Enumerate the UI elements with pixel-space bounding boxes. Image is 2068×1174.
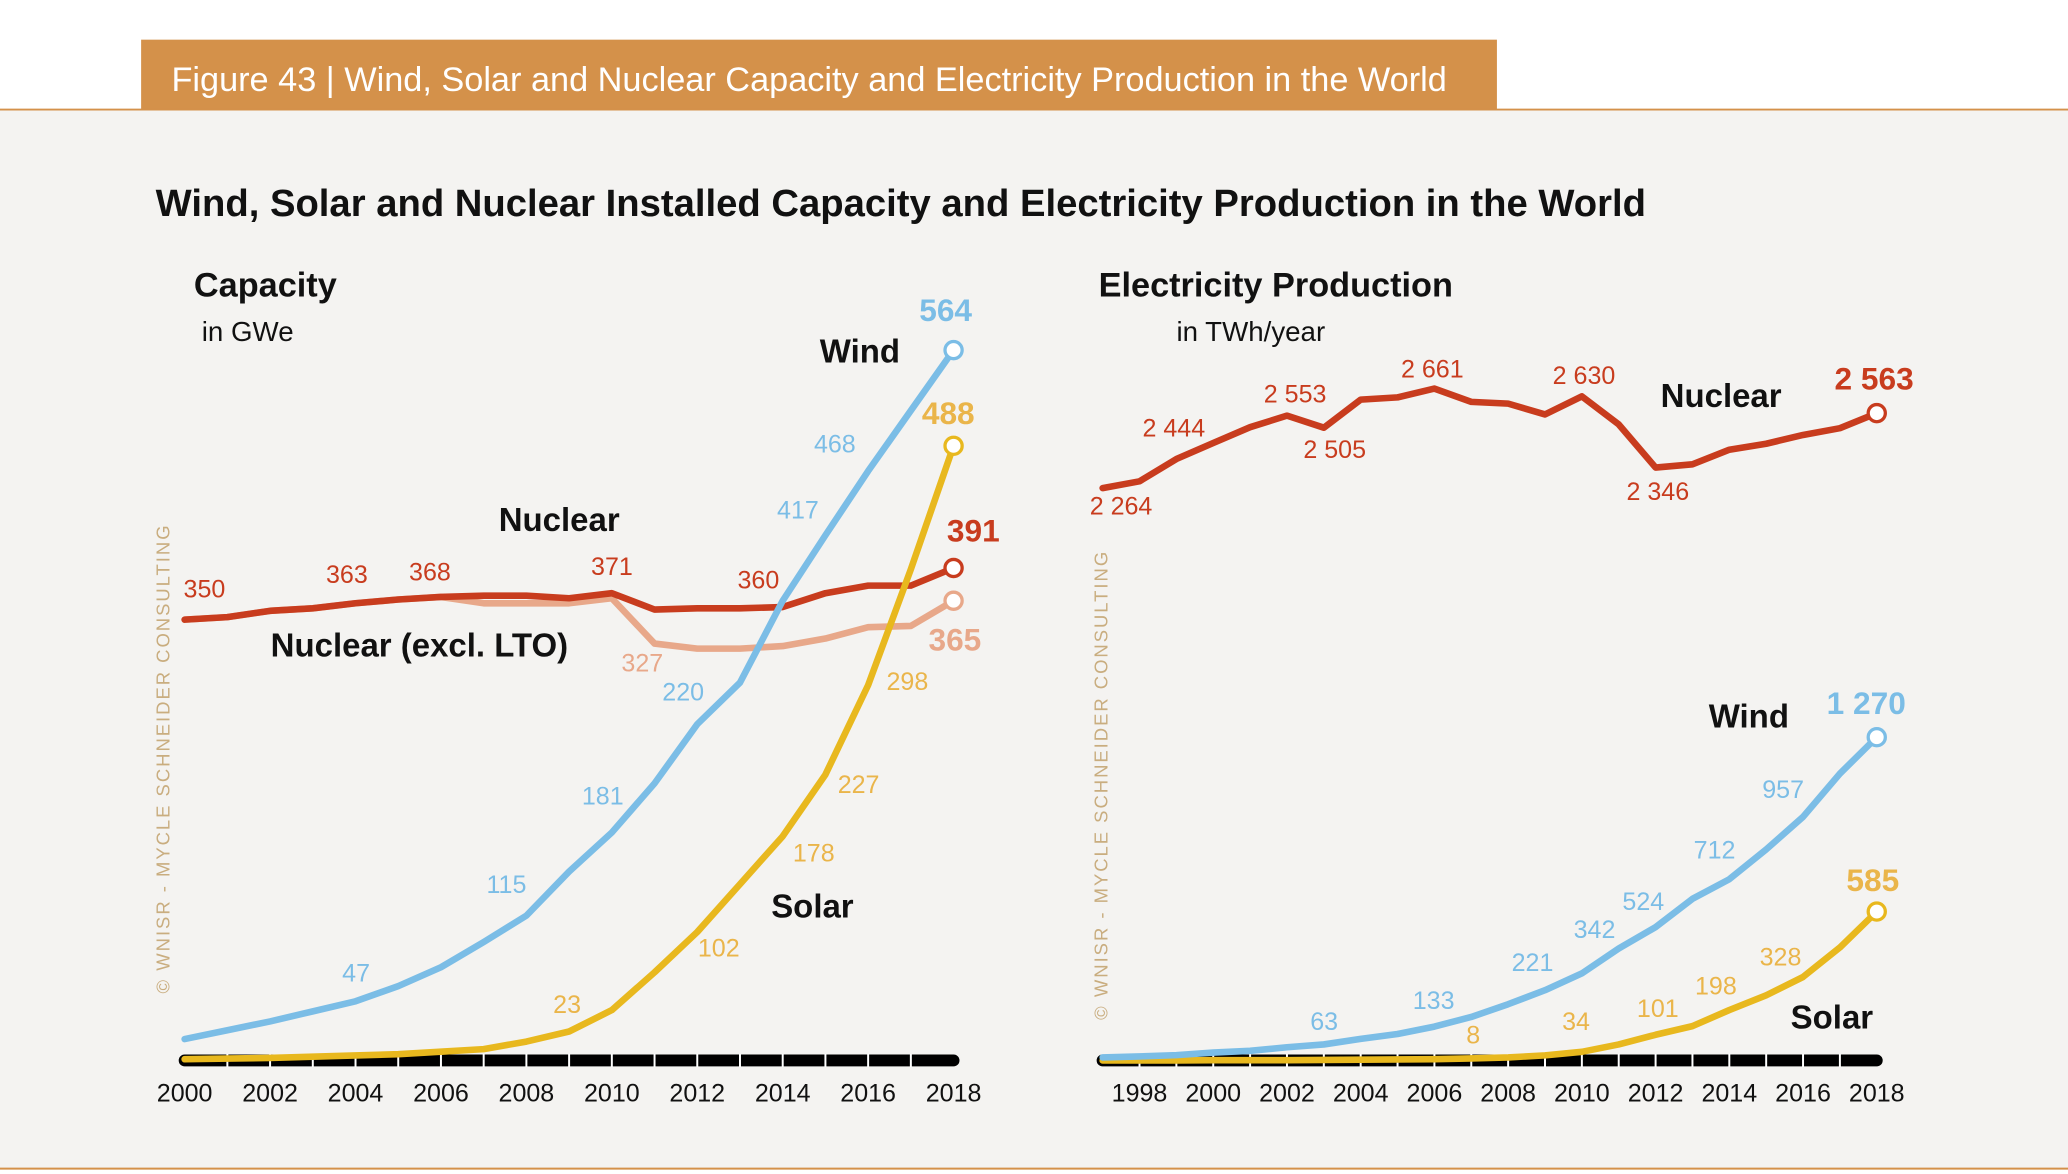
production-title: Electricity Production bbox=[1099, 267, 1453, 305]
production-unit: in TWh/year bbox=[1176, 316, 1325, 347]
solar-data-label: 488 bbox=[922, 395, 975, 431]
watermark-left: © WNISR - MYCLE SCHNEIDER CONSULTING bbox=[153, 523, 174, 993]
x-tick-label: 2006 bbox=[1407, 1079, 1463, 1107]
wind-data-label: 712 bbox=[1694, 837, 1736, 865]
solar-data-label: 8 bbox=[1466, 1021, 1480, 1049]
nuclear-data-label: 2 563 bbox=[1835, 361, 1914, 397]
wind-end-marker bbox=[943, 339, 964, 361]
x-tick-label: 2016 bbox=[840, 1079, 896, 1107]
solar-data-label: 101 bbox=[1637, 995, 1679, 1023]
x-tick-label: 2004 bbox=[328, 1079, 384, 1107]
wind-data-label: 1 270 bbox=[1827, 685, 1906, 721]
nuclear-end-marker bbox=[943, 557, 964, 579]
nuclear-data-label: 350 bbox=[184, 576, 226, 604]
solar-line bbox=[181, 442, 957, 1063]
solar-series-name: Solar bbox=[771, 888, 854, 925]
nuclear-data-label: 2 346 bbox=[1626, 478, 1689, 506]
wind-data-label: 133 bbox=[1413, 987, 1455, 1015]
solar-data-label: 178 bbox=[793, 839, 835, 867]
solar-data-label: 585 bbox=[1846, 862, 1899, 898]
solar-data-label: 198 bbox=[1695, 973, 1737, 1001]
wind-line bbox=[181, 346, 957, 1043]
nuclear-end-marker bbox=[1866, 402, 1887, 424]
capacity-unit: in GWe bbox=[202, 316, 294, 347]
nuclear-data-label: 2 264 bbox=[1090, 492, 1153, 520]
wind-data-label: 957 bbox=[1762, 776, 1804, 804]
nuclear-excl-lto-data-label: 365 bbox=[928, 622, 981, 658]
capacity-title: Capacity bbox=[194, 267, 337, 305]
wind-data-label: 524 bbox=[1622, 888, 1664, 916]
solar-data-label: 227 bbox=[838, 771, 880, 799]
solar-data-label: 328 bbox=[1760, 944, 1802, 972]
x-tick-label: 2016 bbox=[1775, 1079, 1831, 1107]
x-tick-label: 2012 bbox=[1628, 1079, 1684, 1107]
x-tick-label: 2000 bbox=[157, 1079, 213, 1107]
x-tick-label: 2002 bbox=[1259, 1079, 1315, 1107]
nuclear-data-label: 368 bbox=[409, 558, 451, 586]
x-tick-label: 2014 bbox=[1701, 1079, 1757, 1107]
x-tick-label: 2012 bbox=[669, 1079, 725, 1107]
x-tick-label: 2018 bbox=[1849, 1079, 1905, 1107]
nuclear-data-label: 371 bbox=[591, 553, 633, 581]
nuclear-data-label: 2 444 bbox=[1142, 415, 1205, 443]
nuclear-excl-lto-end-marker bbox=[943, 590, 964, 611]
capacity-chart: 2000 2002 2004 2006 2008 2010 2012 2014 2016 2018… bbox=[157, 292, 1000, 1107]
watermark-right: © WNISR - MYCLE SCHNEIDER CONSULTING bbox=[1090, 550, 1111, 1020]
nuclear-excl-lto-series-name: Nuclear (excl. LTO) bbox=[271, 626, 568, 663]
x-tick-label: 2010 bbox=[1554, 1079, 1610, 1107]
wind-data-label: 417 bbox=[777, 496, 819, 524]
solar-end-marker bbox=[943, 435, 964, 457]
x-tick-label: 2008 bbox=[1480, 1079, 1536, 1107]
x-tick-label: 1998 bbox=[1112, 1079, 1168, 1107]
nuclear-series-name: Nuclear bbox=[1661, 377, 1782, 414]
wind-data-label: 221 bbox=[1512, 949, 1554, 977]
solar-data-label: 34 bbox=[1562, 1008, 1590, 1036]
nuclear-excl-lto-data-label: 327 bbox=[621, 649, 663, 677]
nuclear-line bbox=[181, 564, 957, 623]
x-tick-label: 2002 bbox=[242, 1079, 298, 1107]
figure-header-band bbox=[141, 39, 1497, 110]
x-tick-label: 2000 bbox=[1185, 1079, 1241, 1107]
wind-series-name: Wind bbox=[1709, 698, 1789, 735]
solar-end-marker bbox=[1866, 901, 1887, 922]
wind-data-label: 220 bbox=[662, 678, 704, 706]
x-tick-label: 2018 bbox=[926, 1079, 982, 1107]
wind-end-marker bbox=[1866, 726, 1887, 748]
figure-label: Figure 43 | Wind, Solar and Nuclear Capa… bbox=[171, 61, 1446, 99]
solar-line bbox=[1099, 908, 1881, 1064]
solar-data-label: 102 bbox=[698, 934, 740, 962]
x-tick-label: 2008 bbox=[499, 1079, 555, 1107]
wind-data-label: 181 bbox=[582, 783, 624, 811]
nuclear-data-label: 2 661 bbox=[1401, 355, 1464, 383]
wind-data-label: 342 bbox=[1574, 916, 1616, 944]
production-chart: 1998 2000 2002 2004 2006 2008 2010 2012 2014 2016… bbox=[1090, 355, 1914, 1107]
nuclear-data-label: 2 630 bbox=[1553, 362, 1616, 390]
panel-background bbox=[0, 109, 2068, 1169]
wind-data-label: 115 bbox=[486, 871, 526, 899]
wind-data-label: 468 bbox=[814, 431, 856, 459]
nuclear-data-label: 363 bbox=[326, 561, 368, 589]
x-tick-label: 2006 bbox=[413, 1079, 469, 1107]
nuclear-line bbox=[1099, 385, 1881, 492]
nuclear-series-name: Nuclear bbox=[499, 501, 620, 538]
x-tick-label: 2004 bbox=[1333, 1079, 1389, 1107]
wind-line bbox=[1099, 733, 1881, 1061]
nuclear-data-label: 360 bbox=[737, 566, 779, 594]
x-tick-label: 2014 bbox=[755, 1079, 811, 1107]
nuclear-data-label: 391 bbox=[947, 512, 1000, 548]
x-tick-label: 2010 bbox=[584, 1079, 640, 1107]
wind-data-label: 63 bbox=[1310, 1008, 1338, 1036]
wind-series-name: Wind bbox=[820, 332, 900, 369]
nuclear-data-label: 2 553 bbox=[1264, 380, 1327, 408]
wind-data-label: 564 bbox=[919, 292, 972, 328]
chart-title: Wind, Solar and Nuclear Installed Capaci… bbox=[156, 182, 1646, 225]
solar-series-name: Solar bbox=[1791, 998, 1874, 1035]
nuclear-data-label: 2 505 bbox=[1303, 436, 1366, 464]
solar-data-label: 23 bbox=[553, 991, 581, 1019]
wind-data-label: 47 bbox=[342, 959, 370, 987]
solar-data-label: 298 bbox=[886, 668, 928, 696]
